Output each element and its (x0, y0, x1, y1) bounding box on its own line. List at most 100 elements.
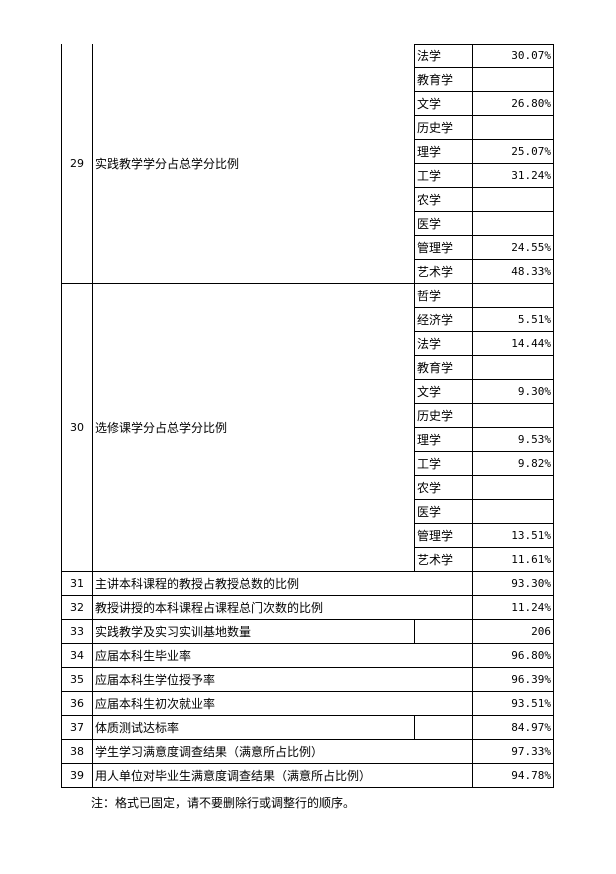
discipline-name: 工学 (414, 163, 473, 188)
row-value: 96.39% (472, 667, 554, 692)
table-row: 31 主讲本科课程的教授占教授总数的比例 93.30% (61, 571, 554, 596)
discipline-value: 9.30% (472, 379, 554, 404)
discipline-name: 历史学 (414, 403, 473, 428)
discipline-name: 医学 (414, 211, 473, 236)
discipline-value: 11.61% (472, 547, 554, 572)
table-row: 38 学生学习满意度调查结果（满意所占比例） 97.33% (61, 739, 554, 764)
discipline-value: 5.51% (472, 307, 554, 332)
table-row: 36 应届本科生初次就业率 93.51% (61, 691, 554, 716)
table-row: 农学 (62, 187, 554, 212)
table-row: 29 实践教学学分占总学分比例 法学 30.07% (61, 44, 554, 284)
row-label: 实践教学及实习实训基地数量 (92, 619, 415, 644)
discipline-value (472, 211, 554, 236)
row-value: 93.51% (472, 691, 554, 716)
table-row: 管理学 13.51% (62, 523, 554, 548)
table-row: 39 用人单位对毕业生满意度调查结果（满意所占比例） 94.78% (61, 763, 554, 788)
row-value: 11.24% (472, 595, 554, 620)
discipline-name: 农学 (414, 475, 473, 500)
table-row: 法学 14.44% (62, 331, 554, 356)
table-row: 37 体质测试达标率 84.97% (61, 715, 554, 740)
row-number: 37 (61, 715, 93, 740)
discipline-value (472, 187, 554, 212)
table-row: 理学 25.07% (62, 139, 554, 164)
table-row: 艺术学 48.33% (62, 259, 554, 284)
row-number: 35 (61, 667, 93, 692)
discipline-value (472, 283, 554, 308)
row-label: 选修课学分占总学分比例 (92, 283, 415, 572)
discipline-name: 哲学 (414, 283, 473, 308)
row-label: 应届本科生毕业率 (92, 643, 473, 668)
table-row: 32 教授讲授的本科课程占课程总门次数的比例 11.24% (61, 595, 554, 620)
row-label: 应届本科生学位授予率 (92, 667, 473, 692)
table-row: 工学 9.82% (62, 451, 554, 476)
row-value: 84.97% (472, 715, 554, 740)
discipline-value: 25.07% (472, 139, 554, 164)
table-row: 管理学 24.55% (62, 235, 554, 260)
row-value: 93.30% (472, 571, 554, 596)
discipline-name: 农学 (414, 187, 473, 212)
row-number: 30 (61, 283, 93, 572)
row-number: 34 (61, 643, 93, 668)
data-table: 29 实践教学学分占总学分比例 法学 30.07% 教育学 文学 26.80% 历史学 理学 25… (61, 44, 554, 788)
empty-cell (414, 715, 473, 740)
row-label: 体质测试达标率 (92, 715, 415, 740)
row-value: 96.80% (472, 643, 554, 668)
discipline-name: 管理学 (414, 235, 473, 260)
table-row: 35 应届本科生学位授予率 96.39% (61, 667, 554, 692)
discipline-name: 法学 (414, 331, 473, 356)
discipline-value (472, 115, 554, 140)
row-value: 94.78% (472, 763, 554, 788)
discipline-value (472, 475, 554, 500)
table-row: 教育学 (62, 67, 554, 92)
discipline-name: 工学 (414, 451, 473, 476)
discipline-value: 26.80% (472, 91, 554, 116)
discipline-name: 法学 (414, 44, 473, 68)
row-number: 32 (61, 595, 93, 620)
discipline-value (472, 403, 554, 428)
row-label: 实践教学学分占总学分比例 (92, 44, 415, 284)
table-row: 历史学 (62, 403, 554, 428)
discipline-value: 9.53% (472, 427, 554, 452)
discipline-value: 24.55% (472, 235, 554, 260)
discipline-name: 艺术学 (414, 259, 473, 284)
discipline-name: 管理学 (414, 523, 473, 548)
row-number: 36 (61, 691, 93, 716)
discipline-value (472, 355, 554, 380)
discipline-name: 历史学 (414, 115, 473, 140)
row-label: 应届本科生初次就业率 (92, 691, 473, 716)
row-number: 39 (61, 763, 93, 788)
table-row: 艺术学 11.61% (62, 547, 554, 572)
discipline-name: 医学 (414, 499, 473, 524)
discipline-name: 教育学 (414, 355, 473, 380)
discipline-name: 教育学 (414, 67, 473, 92)
table-row: 文学 9.30% (62, 379, 554, 404)
row-label: 主讲本科课程的教授占教授总数的比例 (92, 571, 473, 596)
discipline-name: 文学 (414, 91, 473, 116)
table-row: 34 应届本科生毕业率 96.80% (61, 643, 554, 668)
table-row: 农学 (62, 475, 554, 500)
discipline-value: 48.33% (472, 259, 554, 284)
row-number: 29 (61, 44, 93, 284)
row-label: 教授讲授的本科课程占课程总门次数的比例 (92, 595, 473, 620)
discipline-value: 13.51% (472, 523, 554, 548)
discipline-name: 理学 (414, 139, 473, 164)
discipline-name: 理学 (414, 427, 473, 452)
table-row: 理学 9.53% (62, 427, 554, 452)
row-number: 38 (61, 739, 93, 764)
discipline-name: 文学 (414, 379, 473, 404)
row-number: 31 (61, 571, 93, 596)
table-row: 工学 31.24% (62, 163, 554, 188)
row-number: 33 (61, 619, 93, 644)
discipline-name: 艺术学 (414, 547, 473, 572)
discipline-value (472, 499, 554, 524)
row-value: 206 (472, 619, 554, 644)
table-row: 历史学 (62, 115, 554, 140)
footnote: 注：格式已固定，请不要删除行或调整行的顺序。 (91, 796, 356, 810)
discipline-value: 14.44% (472, 331, 554, 356)
row-label: 学生学习满意度调查结果（满意所占比例） (92, 739, 473, 764)
discipline-value: 30.07% (472, 44, 554, 68)
discipline-value: 31.24% (472, 163, 554, 188)
discipline-name: 经济学 (414, 307, 473, 332)
table-row: 33 实践教学及实习实训基地数量 206 (61, 619, 554, 644)
table-row: 30 选修课学分占总学分比例 哲学 (61, 283, 554, 572)
